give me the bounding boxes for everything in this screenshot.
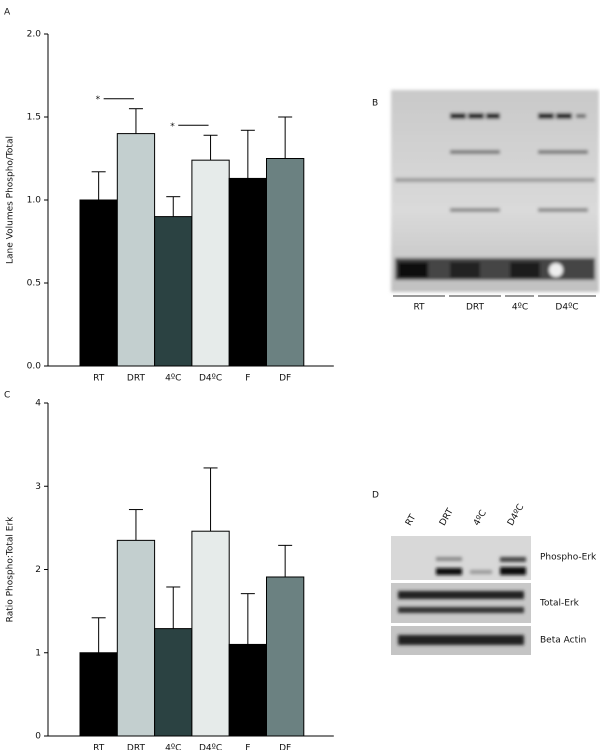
y-tick-label: 1.5 xyxy=(27,113,41,123)
lane-label: DRT xyxy=(438,507,456,528)
x-tick-label: F xyxy=(245,744,250,751)
row-label: Beta Actin xyxy=(540,636,586,646)
bar xyxy=(154,216,193,367)
y-tick-label: 3 xyxy=(35,482,41,492)
lane-label: RT xyxy=(413,303,425,313)
lane-label: 4ºC xyxy=(472,509,489,528)
y-tick-label: 2 xyxy=(35,565,41,575)
lane-label: 4ºC xyxy=(512,303,528,313)
y-tick-label: 4 xyxy=(35,399,41,409)
significance-marker: * xyxy=(170,122,175,132)
bar xyxy=(191,159,230,367)
lane-label: RT xyxy=(404,513,418,528)
x-tick-label: RT xyxy=(93,744,105,751)
y-tick-label: 0.5 xyxy=(27,279,41,289)
row-label: Phospho-Erk xyxy=(540,553,597,563)
panel-label: C xyxy=(4,391,10,401)
blot-image xyxy=(391,90,599,292)
bar xyxy=(266,158,305,367)
lane-label: D4ºC xyxy=(555,303,578,313)
significance-marker: * xyxy=(96,95,101,105)
y-tick-label: 1 xyxy=(35,648,41,658)
blot-image xyxy=(391,536,531,655)
x-tick-label: DF xyxy=(279,374,291,384)
bar xyxy=(154,628,193,737)
bar xyxy=(228,177,267,367)
bar xyxy=(228,643,267,737)
x-tick-label: RT xyxy=(93,374,105,384)
bar xyxy=(116,133,156,367)
y-tick-label: 1.0 xyxy=(27,196,42,206)
x-tick-label: 4ºC xyxy=(165,744,181,751)
bar xyxy=(191,530,230,737)
bar xyxy=(79,652,118,737)
x-tick-label: DF xyxy=(279,744,291,751)
y-tick-label: 2.0 xyxy=(27,30,42,40)
y-tick-label: 0 xyxy=(35,732,41,742)
bar xyxy=(116,539,156,737)
lane-label: DRT xyxy=(466,303,485,313)
y-axis-label: Lane Volumes Phospho/Total xyxy=(6,136,16,264)
x-tick-label: D4ºC xyxy=(199,374,222,384)
panel-label: B xyxy=(372,99,378,109)
x-tick-label: F xyxy=(245,374,250,384)
bar xyxy=(266,576,305,737)
bar xyxy=(79,199,118,367)
y-tick-label: 0.0 xyxy=(27,362,42,372)
y-axis-label: Ratio Phospho:Total Erk xyxy=(6,516,16,623)
panel-label: A xyxy=(4,8,11,18)
panel-label: D xyxy=(372,491,379,501)
x-tick-label: DRT xyxy=(127,744,146,751)
lane-label: D4ºC xyxy=(506,503,526,528)
x-tick-label: 4ºC xyxy=(165,374,181,384)
x-tick-label: DRT xyxy=(127,374,146,384)
row-label: Total-Erk xyxy=(539,599,580,609)
x-tick-label: D4ºC xyxy=(199,744,222,751)
